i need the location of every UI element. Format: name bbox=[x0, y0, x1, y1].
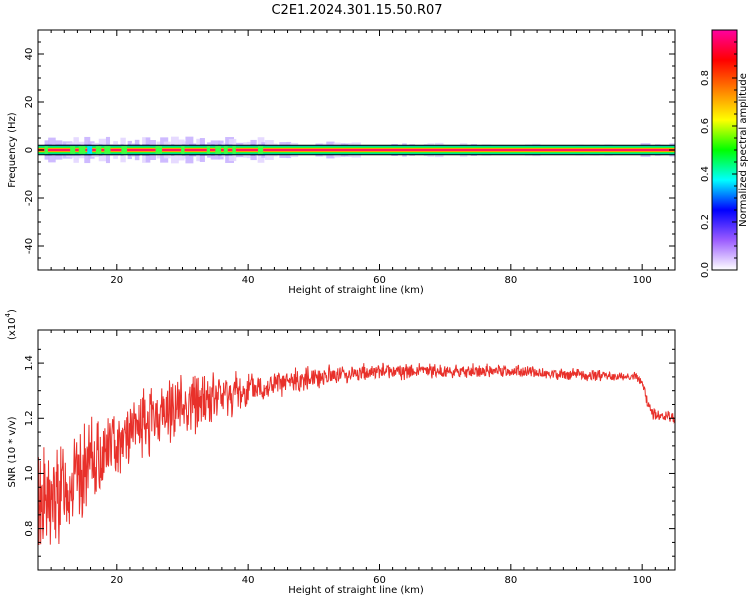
spectrogram-y-tick-label: -40 bbox=[24, 238, 35, 254]
colorbar-ticks: 0.0 0.2 0.4 0.6 0.8 bbox=[700, 41, 737, 278]
spectrogram-speckle bbox=[44, 146, 48, 154]
spectrogram-speckle bbox=[206, 146, 211, 154]
snr-x-tick-label: 100 bbox=[633, 575, 652, 586]
spectrogram-speckle bbox=[78, 146, 86, 154]
snr-series-line bbox=[38, 362, 675, 546]
snr-x-tick-label: 20 bbox=[110, 575, 123, 586]
colorbar-tick-label: 0.4 bbox=[700, 166, 711, 182]
snr-x-tick-label: 40 bbox=[242, 575, 255, 586]
colorbar-tick-label: 0.8 bbox=[700, 70, 711, 86]
spectrogram-speckle bbox=[232, 146, 236, 154]
spectrogram-speckle bbox=[70, 146, 76, 154]
spectrogram-speckle bbox=[87, 146, 93, 154]
snr-panel: 20 40 60 80 100 0.8 1.0 1.2 1.4 Height of strai… bbox=[4, 309, 676, 596]
snr-y-label: SNR (10 * v/v) bbox=[7, 416, 18, 487]
spectrogram-speckle bbox=[121, 146, 128, 154]
spectrogram-speckle bbox=[257, 146, 264, 154]
spectrogram-heatmap bbox=[38, 136, 675, 164]
colorbar-scale bbox=[711, 29, 738, 271]
snr-y-tick-label: 0.8 bbox=[24, 521, 35, 537]
spectrogram-y-tick-label: -20 bbox=[24, 190, 35, 206]
snr-multiplier: (x104) bbox=[4, 309, 18, 340]
snr-multiplier-exp: 4 bbox=[4, 312, 12, 317]
spectrogram-y-tick-label: 20 bbox=[24, 96, 35, 109]
spectrogram-x-label: Height of straight line (km) bbox=[288, 285, 424, 296]
spectrogram-y-tick-label: 40 bbox=[24, 48, 35, 61]
snr-y-tick-label: 1.0 bbox=[24, 465, 35, 481]
snr-x-label: Height of straight line (km) bbox=[288, 585, 424, 596]
spectrogram-speckle bbox=[223, 146, 228, 154]
snr-multiplier-close: ) bbox=[7, 309, 18, 313]
spectrogram-y-label: Frequency (Hz) bbox=[7, 112, 18, 188]
snr-x-ticks: 20 40 60 80 100 bbox=[37, 330, 669, 586]
spectrogram-speckle bbox=[104, 146, 111, 154]
snr-y-tick-label: 1.4 bbox=[24, 355, 35, 371]
spectrogram-x-tick-label: 80 bbox=[504, 275, 517, 286]
spectrogram-x-tick-label: 60 bbox=[373, 275, 386, 286]
snr-y-ticks: 0.8 1.0 1.2 1.4 bbox=[24, 348, 675, 557]
snr-x-tick-label: 60 bbox=[373, 575, 386, 586]
spectrogram-speckle bbox=[95, 146, 102, 154]
colorbar-tick-label: 0.6 bbox=[700, 118, 711, 134]
spectrogram-y-tick-label: 0 bbox=[24, 147, 35, 153]
colorbar: 0.0 0.2 0.4 0.6 0.8 Normalized spectral ampl… bbox=[700, 29, 749, 278]
colorbar-tick-label: 0.2 bbox=[700, 214, 711, 230]
snr-multiplier-base: (x10 bbox=[7, 317, 18, 340]
snr-x-tick-label: 80 bbox=[504, 575, 517, 586]
spectrogram-x-ticks: 20 40 60 80 100 bbox=[37, 30, 669, 286]
spectrogram-speckle bbox=[155, 146, 163, 154]
spectrogram-panel: 20 40 60 80 100 -40 -20 0 20 40 Height of straig… bbox=[7, 29, 676, 296]
spectrogram-y-ticks: -40 -20 0 20 40 bbox=[24, 41, 675, 259]
colorbar-tick-label: 0.0 bbox=[700, 262, 711, 278]
snr-frame bbox=[37, 329, 676, 571]
spectrogram-x-tick-label: 40 bbox=[242, 275, 255, 286]
spectrogram-x-tick-label: 100 bbox=[633, 275, 652, 286]
snr-y-tick-label: 1.2 bbox=[24, 410, 35, 426]
spectrogram-x-tick-label: 20 bbox=[110, 275, 123, 286]
spectrogram-speckle bbox=[215, 146, 221, 154]
page-title: C2E1.2024.301.15.50.R07 bbox=[271, 3, 442, 18]
snr-multiplier-text: (x104) bbox=[4, 309, 18, 340]
spectrogram-speckle bbox=[181, 146, 185, 154]
spectrogram-band bbox=[38, 149, 675, 151]
colorbar-label: Normalized spectral amplitude bbox=[738, 73, 749, 227]
